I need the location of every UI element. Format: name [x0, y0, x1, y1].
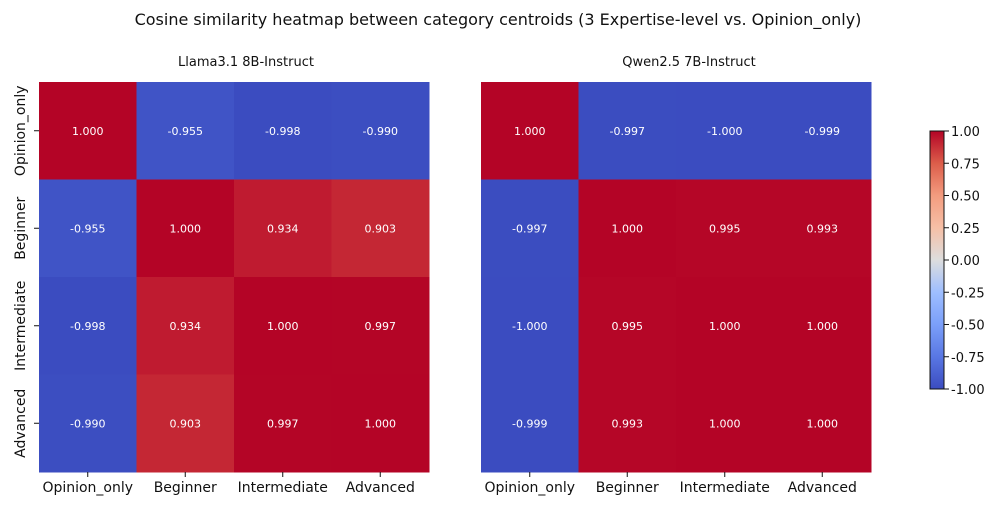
cell-label-qwen-r3-c3: 1.000	[807, 417, 839, 430]
subplot-title-llama: Llama3.1 8B-Instruct	[178, 55, 314, 70]
heatmap-cell-llama-r0-c3	[331, 82, 430, 180]
x-tick-label-llama-2: Intermediate	[238, 480, 328, 496]
cell-label-qwen-r3-c2: 1.000	[709, 417, 741, 430]
heatmap-cell-qwen-r1-c1	[578, 179, 677, 278]
colorbar-tick-label-2: 0.50	[951, 190, 980, 205]
heatmap-cell-llama-r0-c1	[136, 82, 235, 180]
heatmap-cell-llama-r0-c0	[39, 82, 137, 180]
cell-label-llama-r2-c0: -0.998	[70, 320, 105, 333]
heatmap-cell-qwen-r0-c0	[481, 82, 579, 180]
cell-label-llama-r3-c2: 0.997	[267, 417, 299, 430]
cell-label-qwen-r1-c0: -0.997	[512, 222, 547, 235]
cell-label-qwen-r2-c0: -1.000	[512, 320, 547, 333]
colorbar-tick-label-7: -0.75	[951, 351, 985, 366]
heatmap-cell-llama-r3-c2	[234, 374, 332, 473]
cell-label-qwen-r2-c3: 1.000	[807, 320, 839, 333]
chart-title: Cosine similarity heatmap between catego…	[135, 10, 862, 30]
heatmap-cell-qwen-r0-c1	[578, 82, 677, 180]
heatmap-cell-llama-r2-c3	[331, 277, 430, 375]
heatmap-cell-qwen-r2-c0	[481, 277, 579, 375]
heatmap-qwen: Qwen2.5 7B-Instruct 1.000 -0.997 -1.000 -0.…	[481, 55, 872, 496]
cell-label-llama-r3-c0: -0.990	[70, 417, 105, 430]
cell-label-qwen-r3-c1: 0.993	[612, 417, 644, 430]
heatmap-cell-qwen-r0-c3	[773, 82, 872, 180]
x-tick-label-llama-1: Beginner	[154, 480, 217, 496]
heatmap-cell-qwen-r3-c2	[676, 374, 774, 473]
y-tick-label-llama-3: Advanced	[13, 389, 29, 458]
x-tick-label-qwen-1: Beginner	[596, 480, 659, 496]
cell-label-qwen-r2-c2: 1.000	[709, 320, 741, 333]
subplot-title-qwen: Qwen2.5 7B-Instruct	[622, 55, 756, 70]
colorbar-tick-label-0: 1.00	[951, 125, 980, 140]
y-tick-label-llama-1: Beginner	[13, 196, 29, 259]
heatmap-cell-qwen-r3-c0	[481, 374, 579, 473]
heatmap-cell-llama-r2-c0	[39, 277, 137, 375]
heatmap-cell-qwen-r3-c3	[773, 374, 872, 473]
colorbar-tick-label-6: -0.50	[951, 319, 985, 334]
cell-label-llama-r0-c1: -0.955	[168, 125, 203, 138]
colorbar-tick-label-5: -0.25	[951, 286, 985, 301]
x-tick-labels-llama: Opinion_only Beginner Intermediate Advanced	[42, 472, 415, 496]
x-tick-label-qwen-3: Advanced	[788, 480, 857, 496]
cell-label-qwen-r0-c0: 1.000	[514, 125, 546, 138]
colorbar-tick-label-1: 0.75	[951, 157, 980, 172]
cell-label-llama-r0-c0: 1.000	[72, 125, 104, 138]
heatmap-cell-qwen-r2-c2	[676, 277, 774, 375]
colorbar-tick-label-4: 0.00	[951, 254, 980, 269]
cell-label-llama-r1-c2: 0.934	[267, 222, 299, 235]
cell-label-llama-r1-c3: 0.903	[365, 222, 397, 235]
heatmap-cell-llama-r1-c2	[234, 179, 332, 278]
x-tick-label-llama-0: Opinion_only	[42, 480, 133, 496]
heatmap-cells-qwen: 1.000 -0.997 -1.000 -0.999 -0.997 1.000 0.995 0…	[481, 82, 872, 473]
colorbar-gradient	[929, 130, 945, 390]
heatmap-cell-llama-r1-c3	[331, 179, 430, 278]
cell-label-qwen-r1-c2: 0.995	[709, 222, 741, 235]
cell-label-llama-r1-c1: 1.000	[170, 222, 202, 235]
colorbar-tick-label-8: -1.00	[951, 383, 985, 398]
heatmap-cell-qwen-r2-c1	[578, 277, 677, 375]
heatmap-cell-llama-r3-c3	[331, 374, 430, 473]
heatmap-cell-qwen-r3-c1	[578, 374, 677, 473]
heatmap-cell-llama-r0-c2	[234, 82, 332, 180]
heatmap-cell-llama-r3-c1	[136, 374, 235, 473]
heatmap-cell-qwen-r1-c3	[773, 179, 872, 278]
cell-label-qwen-r1-c1: 1.000	[612, 222, 644, 235]
x-tick-label-qwen-0: Opinion_only	[484, 480, 575, 496]
heatmap-cell-llama-r3-c0	[39, 374, 137, 473]
cell-label-qwen-r0-c3: -0.999	[805, 125, 840, 138]
colorbar-ticks: 1.00 0.75 0.50 0.25 0.00 -0.25 -0.50 -0.75 -1.00	[944, 125, 985, 398]
x-tick-label-qwen-2: Intermediate	[680, 480, 770, 496]
heatmap-cell-llama-r2-c2	[234, 277, 332, 375]
cell-label-qwen-r3-c0: -0.999	[512, 417, 547, 430]
cell-label-llama-r2-c3: 0.997	[365, 320, 397, 333]
cell-label-llama-r3-c1: 0.903	[170, 417, 202, 430]
heatmap-cell-qwen-r2-c3	[773, 277, 872, 375]
cell-label-qwen-r0-c1: -0.997	[610, 125, 645, 138]
y-tick-labels-llama: Opinion_only Beginner Intermediate Advanced	[13, 85, 39, 458]
colorbar: 1.00 0.75 0.50 0.25 0.00 -0.25 -0.50 -0.75 -1.00	[929, 125, 985, 398]
heatmap-cell-llama-r2-c1	[136, 277, 235, 375]
heatmap-cell-qwen-r1-c0	[481, 179, 579, 278]
heatmap-cell-qwen-r1-c2	[676, 179, 774, 278]
y-tick-label-llama-2: Intermediate	[13, 281, 29, 371]
heatmap-cell-llama-r1-c0	[39, 179, 137, 278]
cell-label-qwen-r0-c2: -1.000	[707, 125, 742, 138]
cell-label-llama-r3-c3: 1.000	[365, 417, 397, 430]
heatmap-cell-llama-r1-c1	[136, 179, 235, 278]
heatmap-llama: Llama3.1 8B-Instruct 1.000 -0.955 -0.998 -0…	[13, 55, 430, 496]
y-tick-label-llama-0: Opinion_only	[13, 85, 29, 176]
x-tick-label-llama-3: Advanced	[346, 480, 415, 496]
cell-label-qwen-r2-c1: 0.995	[612, 320, 644, 333]
cell-label-qwen-r1-c3: 0.993	[807, 222, 839, 235]
cell-label-llama-r1-c0: -0.955	[70, 222, 105, 235]
cell-label-llama-r2-c1: 0.934	[170, 320, 202, 333]
heatmap-cell-qwen-r0-c2	[676, 82, 774, 180]
x-tick-labels-qwen: Opinion_only Beginner Intermediate Advanced	[484, 472, 857, 496]
colorbar-tick-label-3: 0.25	[951, 222, 980, 237]
cell-label-llama-r0-c2: -0.998	[265, 125, 300, 138]
cell-label-llama-r2-c2: 1.000	[267, 320, 299, 333]
heatmap-cells-llama: 1.000 -0.955 -0.998 -0.990 -0.955 1.000 0.934 0…	[39, 82, 430, 473]
cell-label-llama-r0-c3: -0.990	[363, 125, 398, 138]
